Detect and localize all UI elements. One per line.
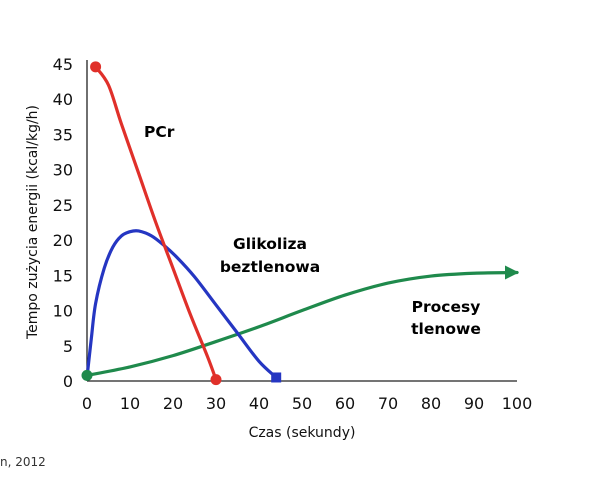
series-line-pcr bbox=[94, 65, 218, 382]
y-tick-label: 0 bbox=[63, 372, 73, 391]
y-tick-label: 15 bbox=[53, 266, 73, 285]
x-tick-label: 30 bbox=[206, 394, 226, 413]
x-tick-label: 40 bbox=[249, 394, 269, 413]
source-note: n, 2012 bbox=[0, 455, 46, 469]
x-tick-label: 50 bbox=[292, 394, 312, 413]
marker-start-pcr bbox=[90, 61, 102, 73]
label-pcr: PCr bbox=[144, 123, 175, 141]
series-markers bbox=[81, 61, 519, 386]
marker-end-pcr bbox=[210, 374, 222, 386]
y-axis-title: Tempo zużycia energii (kcal/kg/h) bbox=[25, 105, 41, 340]
y-tick-label: 5 bbox=[63, 337, 73, 356]
x-axis-title: Czas (sekundy) bbox=[249, 425, 356, 441]
marker-end-glikoliza-beztlenowa bbox=[271, 372, 282, 383]
label-procesy-line2: tlenowe bbox=[411, 320, 481, 338]
y-tick-label: 35 bbox=[53, 125, 73, 144]
series-line-procesy-tlenowe bbox=[85, 270, 519, 377]
x-tick-label: 10 bbox=[120, 394, 140, 413]
series-labels: PCr Glikoliza beztlenowa Procesy tlenowe bbox=[144, 123, 481, 338]
y-tick-label: 25 bbox=[53, 196, 73, 215]
y-tick-label: 20 bbox=[53, 231, 73, 250]
label-glikoliza-line2: beztlenowa bbox=[220, 258, 320, 276]
series-lines bbox=[85, 65, 519, 382]
x-tick-label: 60 bbox=[335, 394, 355, 413]
x-tick-label: 80 bbox=[421, 394, 441, 413]
label-procesy-line1: Procesy bbox=[412, 298, 481, 316]
arrowhead-procesy-tlenowe bbox=[505, 265, 519, 280]
x-tick-label: 20 bbox=[163, 394, 183, 413]
marker-start-procesy-tlenowe bbox=[81, 369, 93, 381]
x-tick-label: 70 bbox=[378, 394, 398, 413]
y-tick-label: 30 bbox=[53, 161, 73, 180]
label-glikoliza-line1: Glikoliza bbox=[233, 235, 307, 253]
x-tick-label: 100 bbox=[502, 394, 533, 413]
series-line-glikoliza-beztlenowa bbox=[85, 229, 278, 380]
y-tick-label: 45 bbox=[53, 55, 73, 74]
y-tick-label: 40 bbox=[53, 90, 73, 109]
axes: 0 10 20 30 40 50 60 70 80 90 100 0 5 10 15 20 25 30 35 40 45 bbox=[53, 55, 533, 413]
y-tick-label: 10 bbox=[53, 302, 73, 321]
x-tick-label: 90 bbox=[464, 394, 484, 413]
x-tick-label: 0 bbox=[82, 394, 92, 413]
